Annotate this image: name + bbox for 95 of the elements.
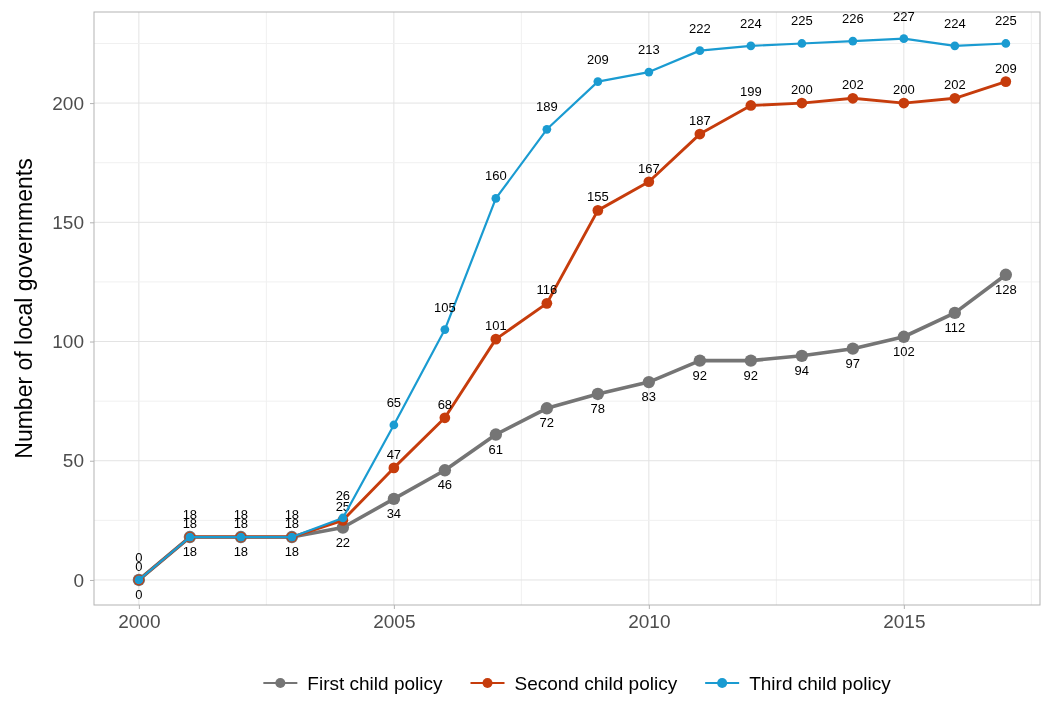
- data-label: 83: [641, 389, 657, 405]
- data-label: 222: [689, 20, 711, 36]
- data-label: 68: [437, 396, 453, 412]
- data-label: 46: [437, 477, 453, 493]
- x-tick-label: 2015: [883, 611, 926, 633]
- data-label: 187: [689, 113, 711, 129]
- legend-label: First child policy: [307, 673, 443, 694]
- point: [847, 92, 859, 104]
- y-tick-label: 0: [73, 569, 84, 591]
- y-tick-label: 200: [52, 92, 84, 114]
- point: [744, 354, 758, 367]
- point: [949, 92, 961, 104]
- data-label: 189: [536, 99, 558, 115]
- point: [542, 124, 552, 134]
- y-axis-title: Number of local governments: [11, 158, 37, 459]
- point: [848, 36, 858, 46]
- point: [644, 67, 654, 77]
- point: [491, 194, 501, 203]
- data-label: 227: [892, 8, 915, 24]
- point: [745, 100, 757, 111]
- y-tick-label: 150: [52, 211, 84, 233]
- data-label: 72: [539, 415, 555, 431]
- data-label: 202: [841, 77, 864, 93]
- data-label: 225: [994, 13, 1017, 29]
- data-label: 224: [739, 15, 762, 31]
- point: [1000, 76, 1012, 87]
- point: [948, 306, 962, 320]
- point: [797, 39, 807, 48]
- data-label: 155: [587, 189, 609, 205]
- point: [1001, 39, 1011, 48]
- point: [489, 428, 503, 441]
- point: [591, 387, 605, 401]
- data-label: 213: [638, 42, 660, 58]
- data-label: 160: [485, 168, 507, 184]
- data-label: 78: [590, 400, 606, 416]
- point: [950, 41, 960, 51]
- data-label: 202: [943, 77, 966, 93]
- data-label: 200: [892, 82, 915, 98]
- point: [593, 77, 603, 86]
- legend-label: Second child policy: [514, 673, 678, 694]
- data-label: 128: [994, 281, 1017, 297]
- data-label: 92: [743, 367, 759, 383]
- point: [795, 349, 809, 362]
- point: [898, 97, 910, 109]
- point: [490, 333, 502, 345]
- data-label: 226: [841, 11, 864, 27]
- y-tick-label: 50: [62, 450, 84, 472]
- point: [440, 325, 450, 334]
- data-label: 94: [794, 362, 810, 378]
- point: [643, 176, 655, 188]
- point: [439, 412, 451, 424]
- data-label: 61: [488, 441, 504, 457]
- x-tick-label: 2000: [118, 611, 161, 633]
- point: [999, 268, 1013, 281]
- legend-label: Third child policy: [749, 673, 892, 694]
- point: [642, 375, 656, 389]
- point: [746, 41, 756, 51]
- data-label: 209: [994, 60, 1017, 76]
- data-label: 34: [386, 505, 402, 521]
- point: [389, 420, 399, 430]
- data-label: 225: [790, 13, 813, 29]
- point: [846, 342, 860, 355]
- point: [693, 354, 707, 367]
- data-label: 101: [485, 318, 507, 334]
- point: [388, 462, 400, 474]
- point: [438, 464, 452, 477]
- data-label: 209: [587, 51, 609, 67]
- data-label: 18: [284, 544, 300, 560]
- data-label: 65: [386, 394, 402, 410]
- point: [540, 402, 554, 415]
- data-label: 200: [790, 82, 813, 98]
- data-label: 97: [845, 355, 861, 371]
- data-label: 92: [692, 367, 708, 383]
- x-tick-label: 2010: [628, 611, 671, 633]
- data-label: 47: [386, 446, 402, 462]
- data-label: 22: [335, 534, 351, 550]
- data-label: 167: [638, 160, 660, 176]
- point: [592, 205, 604, 216]
- data-label: 102: [892, 343, 915, 359]
- data-label: 199: [739, 84, 762, 100]
- x-tick-label: 2005: [373, 611, 416, 633]
- point: [897, 330, 911, 343]
- point: [541, 298, 553, 309]
- data-label: 0: [135, 586, 143, 602]
- y-tick-label: 100: [52, 331, 84, 353]
- data-label: 224: [943, 15, 966, 31]
- data-label: 112: [944, 319, 966, 335]
- point: [387, 492, 401, 506]
- point: [694, 128, 706, 140]
- data-label: 26: [335, 487, 351, 503]
- point: [796, 97, 808, 109]
- point: [695, 46, 705, 55]
- point: [899, 34, 909, 44]
- data-label: 18: [233, 544, 249, 560]
- data-label: 18: [182, 544, 198, 560]
